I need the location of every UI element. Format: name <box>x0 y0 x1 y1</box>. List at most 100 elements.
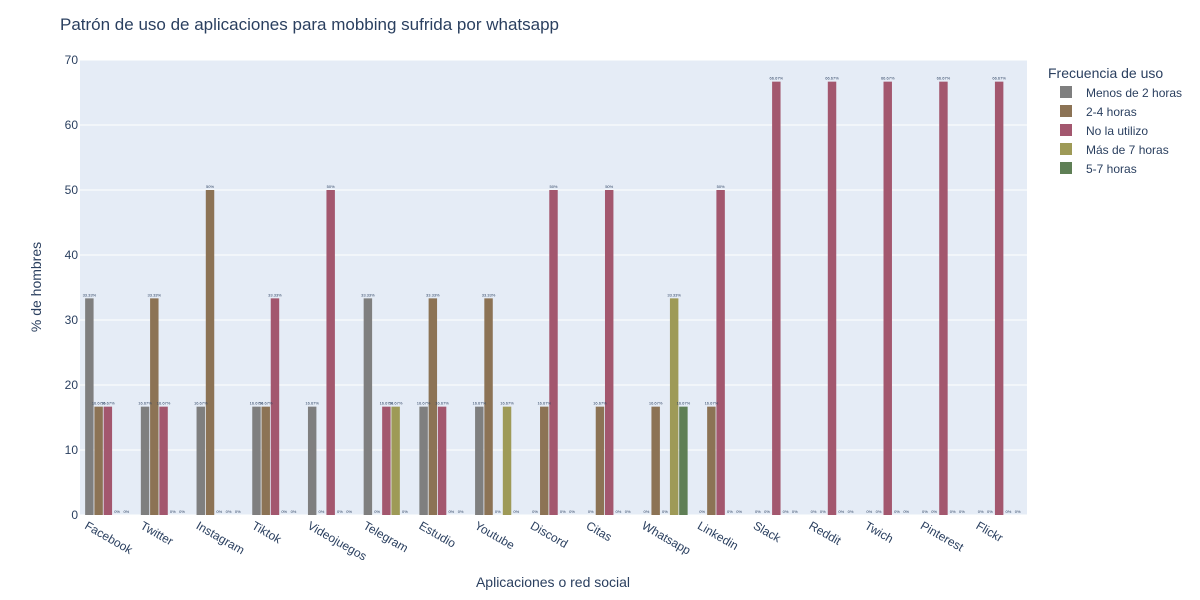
bar <box>994 81 1004 516</box>
bar-value-label: 0% <box>848 509 854 514</box>
legend-swatch <box>1060 86 1072 98</box>
chart-title: Patrón de uso de aplicaciones para mobbi… <box>60 15 559 34</box>
y-tick-label: 50 <box>65 183 79 197</box>
bar-value-label: 33.33% <box>482 292 496 297</box>
bar <box>103 406 113 515</box>
bar-value-label: 50% <box>327 184 335 189</box>
bar-value-label: 16.67% <box>138 401 152 406</box>
bar-value-label: 0% <box>513 509 519 514</box>
x-tick-label: Videojuegos <box>305 518 369 563</box>
bar <box>679 406 688 515</box>
bar-value-label: 16.67% <box>194 401 208 406</box>
bar <box>716 190 725 515</box>
bar-value-label: 0% <box>644 509 650 514</box>
bar <box>140 406 150 515</box>
x-tick-label: Telegram <box>361 518 411 555</box>
bar-value-label: 16.67% <box>677 401 691 406</box>
bar-value-label: 16.67% <box>593 401 607 406</box>
bar <box>261 406 270 515</box>
bar <box>85 298 94 515</box>
bar-value-label: 0% <box>959 509 965 514</box>
bar-value-label: 0% <box>727 509 733 514</box>
bar-value-label: 16.67% <box>537 401 551 406</box>
bar-value-label: 0% <box>950 509 956 514</box>
bar <box>159 406 168 515</box>
bar-value-label: 0% <box>281 509 287 514</box>
bar-value-label: 50% <box>605 184 613 189</box>
bar <box>669 298 679 515</box>
bar-value-label: 0% <box>532 509 538 514</box>
bar-value-label: 0% <box>903 509 909 514</box>
y-tick-label: 40 <box>65 248 79 262</box>
bar-value-label: 16.67% <box>500 401 514 406</box>
bar <box>475 406 484 515</box>
bar <box>437 406 447 515</box>
bar-value-label: 0% <box>978 509 984 514</box>
y-tick-label: 60 <box>65 118 79 132</box>
bar <box>651 406 660 515</box>
bar-value-label: 33.33% <box>361 292 375 297</box>
x-axis-title: Aplicaciones o red social <box>476 574 630 590</box>
bar-value-label: 16.67% <box>250 401 264 406</box>
bar <box>150 298 159 515</box>
bar-value-label: 16.67% <box>92 401 106 406</box>
bar-value-label: 50% <box>717 184 725 189</box>
y-axis-title: % de hombres <box>28 242 44 332</box>
bar-value-label: 0% <box>811 509 817 514</box>
bar <box>419 406 428 515</box>
bar-value-label: 16.67% <box>649 401 663 406</box>
bar-value-label: 0% <box>987 509 993 514</box>
bar <box>94 406 103 515</box>
x-tick-label: Slack <box>751 518 784 545</box>
x-tick-label: Estudio <box>417 518 459 550</box>
y-tick-label: 10 <box>65 443 79 457</box>
legend-swatch <box>1060 143 1072 155</box>
bar-value-label: 16.67% <box>473 401 487 406</box>
x-tick-label: Tiktok <box>249 518 284 546</box>
x-tick-label: Youtube <box>472 518 517 552</box>
bar-value-label: 50% <box>206 184 214 189</box>
bar <box>363 298 373 515</box>
bar <box>502 406 512 515</box>
bar-value-label: 33.33% <box>148 292 162 297</box>
bar-value-label: 0% <box>922 509 928 514</box>
bar-value-label: 16.67% <box>157 401 171 406</box>
legend-label: 5-7 horas <box>1086 162 1137 176</box>
bar-value-label: 0% <box>458 509 464 514</box>
legend-swatch <box>1060 124 1072 136</box>
legend-label: No la utilizo <box>1086 124 1148 138</box>
bar-value-label: 0% <box>448 509 454 514</box>
bar <box>772 81 781 516</box>
x-tick-label: Facebook <box>82 518 136 557</box>
y-tick-label: 20 <box>65 378 79 392</box>
bar-value-label: 0% <box>374 509 380 514</box>
bars <box>85 81 1004 516</box>
bar-value-label: 0% <box>569 509 575 514</box>
bar-value-label: 0% <box>1015 509 1021 514</box>
bar <box>307 406 317 515</box>
bar-value-label: 16.67% <box>101 401 115 406</box>
bar <box>270 298 280 515</box>
bar-value-label: 0% <box>662 509 668 514</box>
x-tick-label: Whatsapp <box>639 518 693 557</box>
bar-value-label: 0% <box>866 509 872 514</box>
legend: Frecuencia de uso Menos de 2 horas 2-4 ho… <box>1048 65 1182 176</box>
bar-value-label: 16.67% <box>389 401 403 406</box>
legend-label: Menos de 2 horas <box>1086 86 1182 100</box>
bar-value-label: 16.67% <box>259 401 273 406</box>
bar <box>827 81 837 516</box>
bar-value-label: 0% <box>588 509 594 514</box>
bar <box>540 406 549 515</box>
bar-value-label: 0% <box>346 509 352 514</box>
bar-value-label: 0% <box>838 509 844 514</box>
bar <box>883 81 892 516</box>
bar-value-label: 66.67% <box>881 76 895 81</box>
bar-value-label: 0% <box>179 509 185 514</box>
bar-value-label: 50% <box>549 184 557 189</box>
bar <box>382 406 391 515</box>
bar-value-label: 0% <box>876 509 882 514</box>
bar-value-label: 0% <box>625 509 631 514</box>
bar <box>391 406 400 515</box>
legend-swatch <box>1060 105 1072 117</box>
y-tick-label: 30 <box>65 313 79 327</box>
